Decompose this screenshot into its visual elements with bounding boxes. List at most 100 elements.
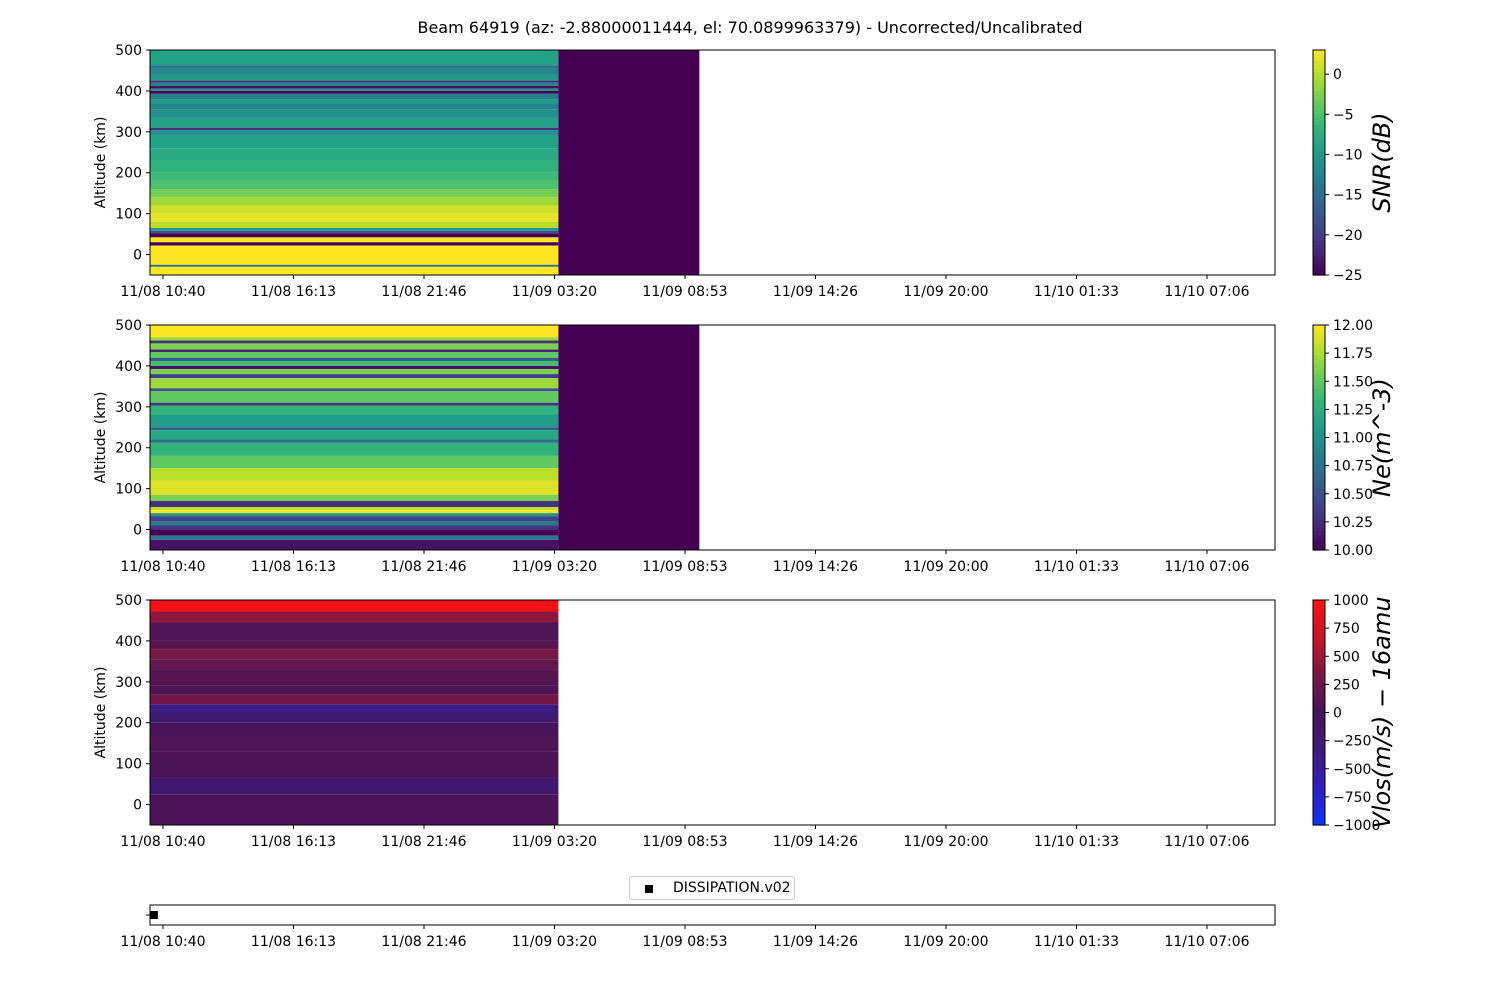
colorbar-segment: [1313, 817, 1325, 822]
ne-y-label: Altitude (km): [93, 392, 109, 484]
heatmap-band: [150, 230, 559, 234]
colorbar-tick-label: −1000: [1333, 818, 1380, 834]
x-tick-label: 11/10 07:06: [1164, 284, 1249, 300]
colorbar-segment: [1313, 648, 1325, 654]
colorbar-segment: [1313, 693, 1325, 699]
x-tick-label: 11/08 21:46: [381, 834, 466, 850]
colorbar-segment: [1313, 611, 1325, 616]
x-tick-label: 11/10 01:33: [1034, 834, 1119, 850]
x-tick-label: 11/09 14:26: [773, 559, 858, 575]
heatmap-band: [150, 611, 559, 623]
colorbar-segment: [1313, 87, 1325, 92]
heatmap-band: [150, 148, 559, 161]
colorbar-segment: [1313, 336, 1325, 341]
colorbar-segment: [1313, 772, 1325, 777]
x-tick-label: 11/08 10:40: [120, 834, 205, 850]
colorbar-tick-label: 750: [1333, 621, 1360, 637]
colorbar-segment: [1313, 538, 1325, 544]
colorbar-segment: [1313, 68, 1325, 74]
heatmap-band: [150, 507, 559, 510]
fill-value-region: [558, 325, 700, 550]
y-tick-label: 400: [115, 634, 142, 650]
colorbar-segment: [1313, 388, 1325, 394]
y-tick-label: 500: [115, 593, 142, 609]
colorbar-segment: [1313, 83, 1325, 89]
colorbar-segment: [1313, 637, 1325, 642]
legend-marker-square-icon: [645, 885, 653, 893]
snr-y-ticks: 500 400 300 200 100 0: [115, 43, 150, 264]
heatmap-band: [150, 712, 559, 723]
colorbar-segment: [1313, 746, 1325, 751]
colorbar-segment: [1313, 501, 1325, 506]
colorbar-segment: [1313, 712, 1325, 717]
colorbar-segment: [1313, 230, 1325, 235]
x-tick-label: 11/10 01:33: [1034, 934, 1119, 950]
colorbar-segment: [1313, 441, 1325, 446]
colorbar-segment: [1313, 512, 1325, 517]
colorbar-segment: [1313, 351, 1325, 356]
colorbar-segment: [1313, 407, 1325, 412]
vlos-colorbar-ticks: 1000 750 500 250 0 −250 −500 −750 −1000: [1325, 593, 1380, 834]
ne-colorbar-label: Ne(m^-3): [1368, 378, 1396, 497]
heatmap-band: [150, 369, 559, 375]
y-tick-label: 200: [115, 166, 142, 182]
heatmap-band: [150, 600, 559, 612]
snr-fill-region: [558, 50, 700, 275]
colorbar-segment: [1313, 795, 1325, 800]
colorbar-segment: [1313, 65, 1325, 70]
colorbar-segment: [1313, 76, 1325, 81]
colorbar-segment: [1313, 181, 1325, 186]
heatmap-band: [150, 197, 559, 206]
heatmap-band: [150, 535, 559, 540]
heatmap-band: [150, 669, 559, 686]
y-tick-label: 200: [115, 441, 142, 457]
colorbar-segment: [1313, 396, 1325, 401]
heatmap-band: [150, 99, 559, 104]
snr-colorbar-ticks: 0 −5 −10 −15 −20 −25: [1325, 67, 1363, 284]
heatmap-band: [150, 649, 559, 660]
heatmap-band: [150, 659, 559, 670]
colorbar-tick-label: 11.50: [1333, 374, 1373, 390]
heatmap-band: [150, 539, 559, 550]
colorbar-segment: [1313, 682, 1325, 687]
colorbar-segment: [1313, 358, 1325, 364]
colorbar-segment: [1313, 478, 1325, 484]
y-tick-label: 0: [133, 523, 142, 539]
heatmap-band: [150, 794, 559, 825]
heatmap-band: [150, 704, 559, 713]
colorbar-segment: [1313, 520, 1325, 525]
heatmap-band: [150, 117, 559, 128]
colorbar-tick-label: 10.50: [1333, 487, 1373, 503]
colorbar-segment: [1313, 806, 1325, 811]
colorbar-segment: [1313, 622, 1325, 627]
colorbar-segment: [1313, 125, 1325, 130]
vlos-colorbar: [1312, 599, 1326, 826]
heatmap-band: [150, 516, 559, 522]
y-tick-label: 0: [133, 248, 142, 264]
colorbar-segment: [1313, 355, 1325, 360]
colorbar-segment: [1313, 170, 1325, 175]
colorbar-segment: [1313, 448, 1325, 454]
heatmap-band: [150, 622, 559, 641]
colorbar-segment: [1313, 332, 1325, 337]
colorbar-segment: [1313, 215, 1325, 220]
colorbar-segment: [1313, 260, 1325, 265]
heatmap-band: [150, 50, 559, 66]
colorbar-segment: [1313, 328, 1325, 334]
colorbar-segment: [1313, 603, 1325, 609]
colorbar-segment: [1313, 110, 1325, 115]
heatmap-band: [150, 480, 559, 495]
x-tick-label: 11/09 20:00: [903, 934, 988, 950]
colorbar-segment: [1313, 727, 1325, 732]
colorbar-segment: [1313, 505, 1325, 510]
colorbar-segment: [1313, 256, 1325, 261]
heatmap-band: [150, 494, 559, 501]
colorbar-segment: [1313, 362, 1325, 367]
colorbar-segment: [1313, 486, 1325, 491]
colorbar-segment: [1313, 185, 1325, 190]
x-tick-label: 11/09 03:20: [512, 834, 597, 850]
vlos-axes-frame: [149, 599, 1276, 826]
colorbar-segment: [1313, 132, 1325, 137]
legend: DISSIPATION.v02: [629, 876, 795, 900]
colorbar-segment: [1313, 663, 1325, 669]
